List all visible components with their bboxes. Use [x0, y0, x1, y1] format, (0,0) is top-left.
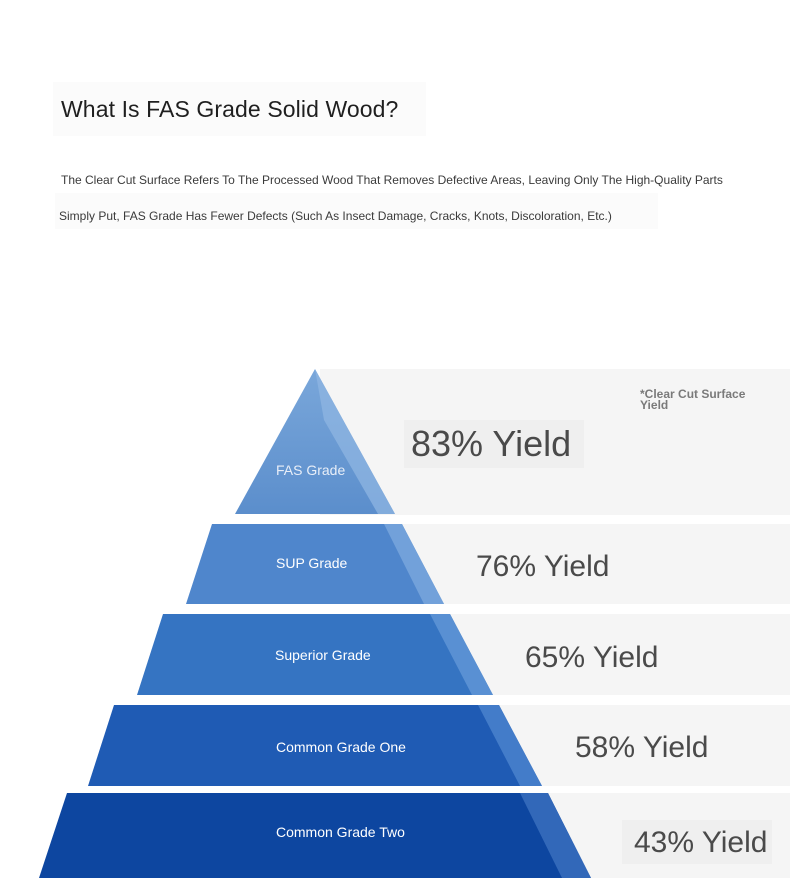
- title-background: [53, 82, 426, 136]
- description-line-1: The Clear Cut Surface Refers To The Proc…: [61, 173, 723, 187]
- yield-fas-background: [404, 420, 584, 468]
- yield-sup: 76% Yield: [476, 550, 610, 583]
- yield-common-two-background: [622, 820, 772, 864]
- tier-label-common-two: Common Grade Two: [276, 824, 405, 840]
- tier-common-one-shape: [88, 705, 542, 786]
- tier-label-superior: Superior Grade: [275, 647, 371, 663]
- yield-note: *Clear Cut Surface Yield: [640, 387, 746, 412]
- description-line-2: Simply Put, FAS Grade Has Fewer Defects …: [59, 209, 612, 223]
- page-title: What Is FAS Grade Solid Wood?: [61, 96, 399, 122]
- yield-common-two: 43% Yield: [634, 826, 768, 859]
- description-background: [55, 193, 658, 229]
- yield-fas: 83% Yield: [411, 423, 572, 464]
- tier-fas-facet: [315, 369, 395, 514]
- tier-label-common-one: Common Grade One: [276, 739, 406, 755]
- tier-common-one-facet: [478, 705, 542, 786]
- tier-sup-shape: [186, 524, 444, 604]
- tier-sup-facet: [384, 524, 444, 604]
- tier-label-fas: FAS Grade: [276, 462, 346, 478]
- yield-superior: 65% Yield: [525, 641, 659, 674]
- tier-superior-shape: [137, 614, 493, 695]
- tier-superior-facet: [430, 614, 493, 695]
- tier-label-sup: SUP Grade: [276, 555, 348, 571]
- yield-common-one: 58% Yield: [575, 731, 709, 764]
- tier-common-two-shape: [39, 793, 591, 878]
- tier-fas-shape: [235, 369, 395, 514]
- tier-common-two-facet: [520, 793, 591, 878]
